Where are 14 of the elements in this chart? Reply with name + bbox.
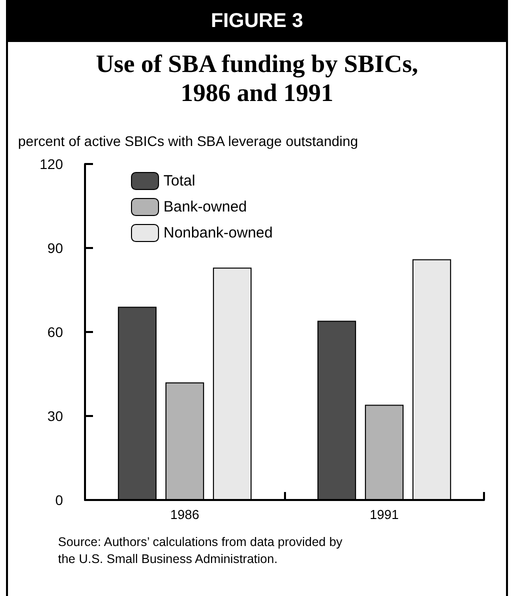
y-axis-title: percent of active SBICs with SBA leverage outstanding	[18, 133, 358, 149]
y-tick-label: 90	[47, 240, 64, 256]
y-tick-label: 0	[55, 492, 64, 508]
chart-title: FIGURE 3	[8, 0, 506, 42]
x-tick-label: 1986	[170, 507, 200, 522]
source-note: Source: Authors’ calculations from data provided by the U.S. Small Business Administration.	[58, 534, 342, 568]
y-tick-label: 30	[47, 408, 64, 424]
x-tick-label: 1991	[370, 507, 399, 522]
legend-label: Bank-owned	[164, 198, 247, 216]
y-tick-label: 120	[40, 156, 64, 172]
chart-subtitle: Use of SBA funding by SBICs, 1986 and 1991	[94, 50, 420, 108]
legend-label: Total	[164, 172, 196, 190]
legend-label: Nonbank-owned	[164, 224, 273, 242]
y-tick-label: 60	[47, 324, 64, 340]
